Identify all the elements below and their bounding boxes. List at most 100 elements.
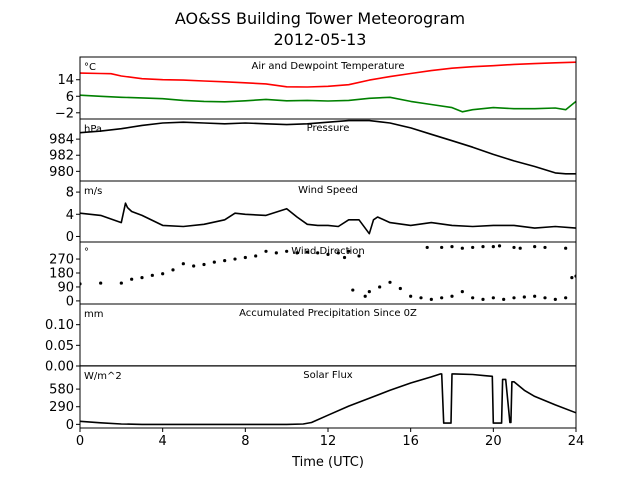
wind-direction-point — [342, 255, 347, 260]
wind-direction-point — [564, 296, 568, 300]
panel-unit-label: hPa — [84, 124, 102, 135]
wind-direction-point — [460, 290, 464, 294]
wind-direction-point — [130, 277, 134, 281]
x-tick-label: 20 — [485, 434, 502, 449]
wind-direction-point — [326, 252, 330, 256]
panel-unit-label: mm — [84, 309, 103, 320]
wind-direction-point — [491, 245, 495, 249]
y-tick-label: 270 — [49, 253, 74, 268]
wind-direction-point — [192, 264, 196, 268]
x-tick-label: 24 — [568, 434, 585, 449]
wind-direction-point — [460, 246, 464, 250]
wind-direction-point — [351, 288, 355, 292]
panel-5: 0 290 580 W/m^2 Solar Flux — [49, 365, 577, 433]
y-tick-label: 8 — [66, 186, 74, 201]
wind-direction-point — [336, 251, 340, 255]
wind-direction-point — [212, 260, 216, 264]
y-tick-label: 580 — [49, 383, 74, 398]
wind-direction-point — [491, 296, 495, 300]
y-tick-label: 4 — [66, 208, 74, 223]
panel-unit-label: W/m^2 — [84, 371, 122, 382]
series-line-2-0 — [80, 202, 576, 235]
panel-2: 0 4 8 m/s Wind Speed — [66, 180, 577, 245]
y-tick-label: 90 — [57, 280, 74, 295]
wind-direction-point — [367, 290, 371, 294]
wind-direction-point — [274, 251, 278, 255]
wind-direction-point — [553, 297, 557, 301]
series-line-1-0 — [80, 119, 576, 175]
panel-0: −26 14 °C Air and Dewpoint Temperature — [55, 56, 577, 121]
wind-direction-point — [119, 281, 123, 285]
panel-title: Accumulated Precipitation Since 0Z — [239, 308, 417, 319]
panel-title: Pressure — [307, 123, 350, 134]
y-tick-label: 984 — [49, 133, 74, 148]
wind-direction-point — [171, 268, 175, 272]
wind-direction-point — [254, 254, 258, 258]
wind-direction-point — [99, 281, 103, 285]
wind-direction-point — [378, 285, 382, 289]
series-line-0-0 — [80, 61, 576, 88]
y-tick-label: 180 — [49, 267, 74, 282]
y-tick-label: 0 — [66, 418, 74, 433]
wind-direction-point — [564, 246, 568, 250]
y-tick-label: 0.00 — [45, 360, 74, 375]
figure-date: 2012-05-13 — [274, 30, 367, 49]
wind-direction-point — [502, 297, 506, 301]
x-tick-label: 8 — [241, 434, 249, 449]
panel-title: Wind Direction — [291, 246, 365, 257]
wind-direction-point — [440, 245, 444, 250]
y-tick-label: 0 — [66, 294, 74, 309]
wind-direction-point — [409, 294, 413, 298]
figure-title: AO&SS Building Tower Meteorogram — [175, 9, 465, 28]
panel-unit-label: m/s — [84, 186, 102, 197]
y-tick-label: 290 — [49, 400, 74, 415]
y-tick-label: 982 — [49, 149, 74, 164]
wind-direction-point — [264, 249, 268, 253]
wind-direction-point — [150, 273, 154, 277]
x-tick-label: 4 — [159, 434, 167, 449]
wind-direction-point — [285, 249, 289, 253]
wind-direction-point — [419, 296, 423, 300]
wind-direction-point — [543, 245, 547, 250]
wind-direction-point — [471, 296, 475, 300]
panel-4: 0.00 0.05 0.10 mm Accumulated Precipitation … — [45, 303, 577, 375]
wind-direction-point — [497, 244, 502, 248]
wind-direction-point — [357, 254, 361, 258]
wind-direction-point — [295, 251, 299, 255]
wind-direction-point — [233, 257, 237, 261]
wind-direction-point — [512, 245, 516, 250]
y-tick-label: 0.05 — [45, 339, 74, 354]
wind-direction-point — [522, 295, 526, 299]
wind-direction-point — [533, 245, 537, 249]
panel-title: Wind Speed — [298, 185, 358, 196]
wind-direction-point — [450, 245, 454, 249]
series-line-0-1 — [80, 94, 576, 113]
y-tick-label: −2 — [55, 106, 74, 121]
wind-direction-point — [398, 286, 402, 291]
x-axis: 0 4 8 12 16 20 24 — [76, 428, 584, 449]
y-tick-label: 0.10 — [45, 318, 74, 333]
wind-direction-point — [450, 294, 454, 298]
wind-direction-point — [440, 296, 444, 300]
wind-direction-point — [181, 262, 185, 266]
series-line-5-0 — [80, 373, 576, 426]
wind-direction-point — [223, 259, 227, 263]
wind-direction-point — [363, 294, 367, 298]
wind-direction-point — [512, 296, 516, 300]
x-axis-label: Time (UTC) — [291, 455, 364, 470]
wind-direction-point — [543, 296, 547, 300]
wind-direction-point — [570, 276, 574, 280]
wind-direction-point — [518, 246, 522, 250]
wind-direction-point — [316, 251, 320, 255]
wind-direction-point — [161, 272, 165, 276]
y-tick-label: 14 — [57, 73, 74, 88]
wind-direction-point — [425, 245, 429, 250]
x-tick-label: 12 — [320, 434, 337, 449]
wind-direction-point — [533, 294, 537, 298]
wind-direction-point — [429, 297, 433, 301]
y-tick-label: 6 — [66, 90, 74, 105]
panel-title: Air and Dewpoint Temperature — [252, 61, 405, 72]
